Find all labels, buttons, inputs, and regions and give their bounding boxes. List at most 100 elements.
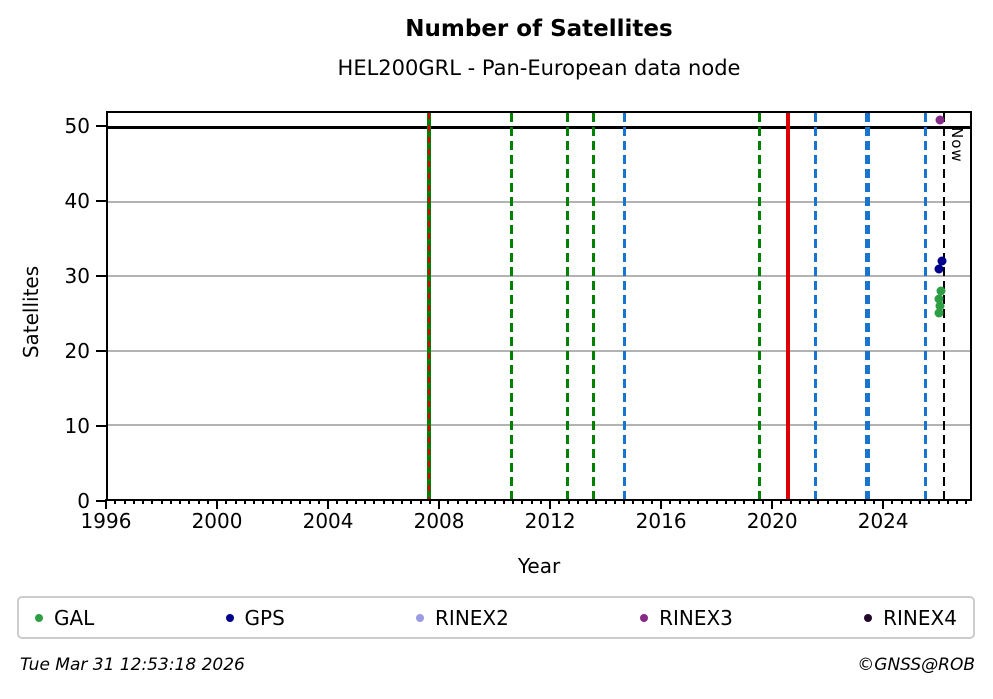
- x-minor-tick: [752, 499, 755, 504]
- legend-marker-rinex3-icon: [640, 613, 649, 622]
- data-point-gal: [935, 301, 945, 311]
- x-minor-tick: [428, 499, 431, 504]
- event-line-1874cd-5: [622, 113, 626, 499]
- x-minor-tick: [946, 499, 949, 504]
- x-minor-tick: [567, 499, 570, 504]
- x-minor-tick: [354, 499, 357, 504]
- x-minor-tick: [817, 499, 820, 504]
- data-point-rinex3: [935, 115, 945, 125]
- x-minor-tick: [382, 499, 385, 504]
- x-minor-tick: [919, 499, 922, 504]
- gridline-y10: [108, 423, 970, 426]
- x-minor-tick: [734, 499, 737, 504]
- x-major-tick: [882, 499, 885, 509]
- x-minor-tick: [761, 499, 764, 504]
- x-minor-tick: [169, 499, 172, 504]
- legend-label-rinex3: RINEX3: [659, 605, 733, 630]
- x-minor-tick: [530, 499, 533, 504]
- y-tick-label-0: 0: [77, 489, 90, 513]
- x-minor-tick: [798, 499, 801, 504]
- x-minor-tick: [937, 499, 940, 504]
- x-minor-tick: [928, 499, 931, 504]
- x-minor-tick: [243, 499, 246, 504]
- x-minor-tick: [502, 499, 505, 504]
- chart-subtitle: HEL200GRL - Pan-European data node: [337, 56, 741, 80]
- x-major-tick: [105, 499, 107, 509]
- x-minor-tick: [290, 499, 293, 504]
- x-minor-tick: [391, 499, 394, 504]
- x-minor-tick: [373, 499, 376, 504]
- x-minor-tick: [512, 499, 515, 504]
- x-minor-tick: [623, 499, 626, 504]
- data-point-gps: [934, 264, 944, 274]
- x-minor-tick: [789, 499, 792, 504]
- plot-area: Now: [106, 111, 972, 501]
- chart-legend: GAL GPS RINEX2 RINEX3 RINEX4: [17, 596, 975, 639]
- legend-item-rinex2: RINEX2: [416, 606, 509, 630]
- x-minor-tick: [206, 499, 209, 504]
- x-minor-tick: [475, 499, 478, 504]
- x-minor-tick: [891, 499, 894, 504]
- y-major-tick: [96, 275, 106, 277]
- data-point-gal: [934, 294, 944, 304]
- event-line-1874cd-10: [923, 113, 927, 499]
- legend-label-rinex4: RINEX4: [883, 605, 957, 630]
- event-line-dd0000-1: [427, 113, 431, 499]
- x-major-tick: [549, 499, 552, 509]
- y-major-tick: [96, 425, 106, 427]
- x-major-tick: [438, 499, 441, 509]
- x-tick-label-2008: 2008: [413, 509, 465, 533]
- x-minor-tick: [909, 499, 912, 504]
- x-tick-label-2020: 2020: [746, 509, 798, 533]
- x-minor-tick: [835, 499, 838, 504]
- legend-item-rinex3: RINEX3: [640, 606, 733, 630]
- timestamp-text: Tue Mar 31 12:53:18 2026: [20, 655, 245, 675]
- x-minor-tick: [604, 499, 607, 504]
- event-line-008000-2: [510, 113, 514, 499]
- x-minor-tick: [253, 499, 256, 504]
- x-minor-tick: [576, 499, 579, 504]
- x-minor-tick: [669, 499, 672, 504]
- x-minor-tick: [826, 499, 829, 504]
- x-minor-tick: [271, 499, 274, 504]
- legend-marker-gps-icon: [225, 613, 234, 622]
- x-minor-tick: [650, 499, 653, 504]
- x-minor-tick: [179, 499, 182, 504]
- x-minor-tick: [539, 499, 542, 504]
- legend-marker-rinex4-icon: [864, 613, 873, 622]
- x-minor-tick: [863, 499, 866, 504]
- legend-label-gal: GAL: [54, 605, 95, 630]
- x-minor-tick: [845, 499, 848, 504]
- x-minor-tick: [280, 499, 283, 504]
- y-tick-label-50: 50: [64, 114, 90, 138]
- x-minor-tick: [558, 499, 561, 504]
- x-minor-tick: [743, 499, 746, 504]
- x-minor-tick: [465, 499, 468, 504]
- x-minor-tick: [225, 499, 228, 504]
- y-major-tick: [96, 200, 106, 202]
- y-major-tick: [96, 349, 106, 352]
- y-tick-label-30: 30: [64, 264, 90, 288]
- x-minor-tick: [613, 499, 616, 504]
- x-minor-tick: [160, 499, 163, 504]
- x-minor-tick: [447, 499, 450, 504]
- x-minor-tick: [308, 499, 311, 504]
- x-minor-tick: [299, 499, 302, 504]
- x-minor-tick: [234, 499, 237, 504]
- y-axis-title: Satellites: [19, 265, 43, 359]
- x-major-tick: [216, 499, 219, 509]
- x-minor-tick: [641, 499, 644, 504]
- x-minor-tick: [123, 499, 126, 504]
- y-major-tick: [96, 500, 106, 502]
- x-minor-tick: [188, 499, 191, 504]
- x-minor-tick: [132, 499, 135, 504]
- x-minor-tick: [956, 499, 959, 504]
- max-satellites-line: [108, 126, 970, 130]
- y-tick-label-20: 20: [64, 339, 90, 363]
- copyright-text: ©GNSS@ROB: [857, 655, 975, 675]
- data-point-gps: [937, 256, 947, 266]
- x-minor-tick: [780, 499, 783, 504]
- x-minor-tick: [317, 499, 320, 504]
- legend-marker-gal-icon: [35, 613, 43, 622]
